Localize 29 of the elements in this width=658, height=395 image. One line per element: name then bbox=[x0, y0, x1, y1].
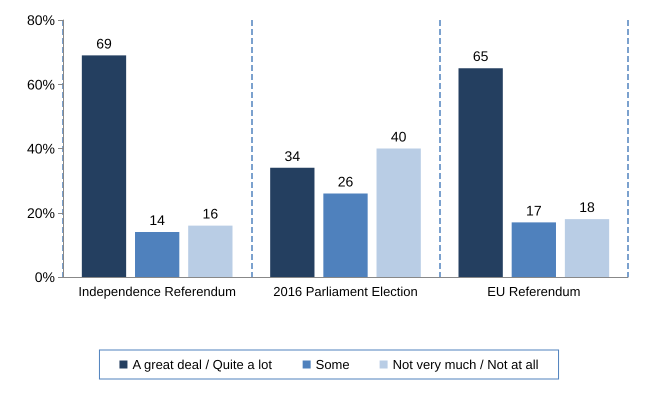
bar bbox=[512, 222, 556, 277]
data-label: 65 bbox=[472, 48, 489, 64]
data-label: 17 bbox=[526, 202, 542, 218]
y-tick-label: 60% bbox=[26, 76, 55, 92]
bar bbox=[323, 193, 368, 277]
y-tick-label: 80% bbox=[26, 12, 55, 28]
legend-label: A great deal / Quite a lot bbox=[132, 357, 272, 372]
data-label: 16 bbox=[202, 206, 218, 222]
bar bbox=[188, 226, 232, 277]
legend-label: Not very much / Not at all bbox=[392, 357, 539, 372]
y-tick-label: 0% bbox=[34, 269, 55, 285]
bar bbox=[270, 168, 314, 277]
bar bbox=[458, 68, 503, 277]
bar bbox=[82, 55, 126, 277]
data-label: 34 bbox=[284, 148, 300, 164]
data-label: 18 bbox=[579, 199, 596, 216]
bar bbox=[135, 232, 180, 277]
data-label: 14 bbox=[149, 212, 166, 228]
bar bbox=[564, 219, 610, 277]
y-tick-label: 20% bbox=[26, 204, 55, 221]
y-tick-label: 40% bbox=[26, 140, 55, 156]
bar bbox=[376, 148, 421, 277]
data-label: 69 bbox=[96, 35, 112, 52]
legend-label: Some bbox=[316, 357, 350, 372]
x-tick-label: Independence Referendum bbox=[78, 284, 236, 299]
data-label: 26 bbox=[338, 173, 354, 190]
x-tick-label: 2016 Parliament Election bbox=[273, 284, 418, 299]
data-label: 40 bbox=[390, 128, 407, 144]
x-tick-label: EU Referendum bbox=[487, 284, 580, 299]
